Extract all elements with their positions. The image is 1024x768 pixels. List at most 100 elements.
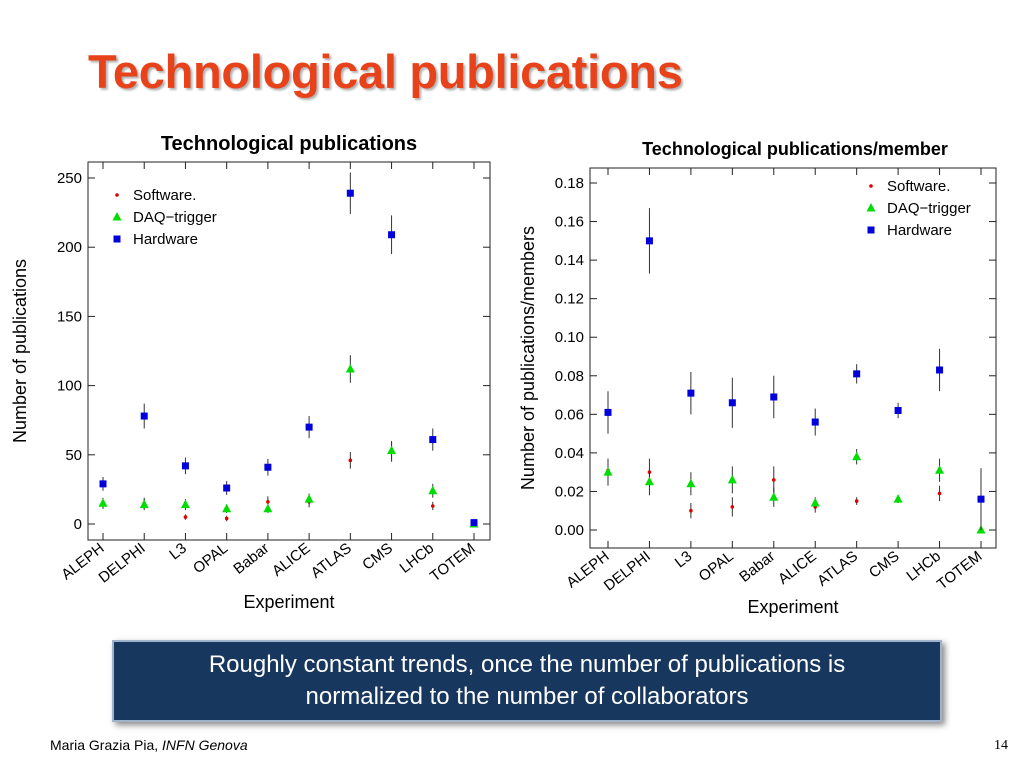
plot-frame — [589, 167, 997, 549]
y-tick-label: 0.14 — [555, 252, 584, 269]
footer-affiliation: INFN Genova — [162, 737, 248, 753]
x-tick-label: CMS — [359, 540, 396, 574]
legend-marker — [115, 193, 119, 197]
legend-marker — [867, 226, 875, 234]
data-point — [305, 423, 313, 431]
data-point — [181, 462, 189, 470]
footer-author: Maria Grazia Pia, — [50, 737, 159, 753]
data-point — [603, 467, 613, 476]
x-tick-label: CMS — [866, 548, 903, 582]
series-triangle — [603, 449, 986, 534]
y-tick-label: 0.06 — [555, 406, 584, 423]
summary-callout: Roughly constant trends, once the number… — [112, 640, 942, 722]
y-tick-label: 0.08 — [555, 368, 584, 385]
data-point — [686, 478, 696, 488]
data-point — [387, 445, 397, 455]
data-point — [140, 412, 148, 420]
y-tick-label: 50 — [65, 447, 82, 464]
y-axis-label: Number of publications/members — [518, 226, 538, 490]
data-point — [894, 406, 902, 414]
chart-2: Technological publications/member 0.00 0.0… — [518, 139, 997, 617]
x-tick-label: TOTEM — [934, 548, 986, 594]
data-point — [852, 451, 862, 461]
y-tick-label: 0.02 — [555, 483, 584, 500]
y-tick-label: 0 — [74, 516, 82, 533]
x-tick-label: Babar — [736, 548, 778, 586]
data-point — [139, 499, 149, 509]
data-point — [727, 474, 737, 484]
y-tick-label: 0.18 — [555, 175, 584, 192]
y-tick-label: 0.16 — [555, 214, 584, 231]
data-point — [854, 499, 859, 503]
chart-title: Technological publications — [161, 133, 417, 155]
legend-marker — [866, 203, 876, 212]
legend-label: Software. — [887, 178, 950, 195]
footer-credit: Maria Grazia Pia, INFN Genova — [50, 737, 248, 753]
y-tick-label: 200 — [57, 239, 82, 256]
legend-marker — [869, 184, 873, 188]
data-point — [604, 408, 612, 416]
data-point — [730, 505, 735, 509]
legend-label: DAQ−trigger — [133, 209, 217, 226]
x-tick-label: ATLAS — [814, 548, 861, 590]
x-tick-label: ALICE — [269, 540, 314, 580]
legend-label: Hardware — [887, 222, 952, 239]
data-point — [470, 519, 478, 527]
data-point — [937, 491, 942, 496]
data-point — [689, 508, 693, 513]
legend-marker — [113, 235, 121, 243]
data-point — [769, 492, 779, 501]
data-point — [264, 463, 272, 471]
data-point — [266, 500, 270, 504]
data-point — [935, 465, 945, 474]
data-point — [99, 480, 107, 488]
callout-line-1: Roughly constant trends, once the number… — [208, 651, 846, 678]
legend-marker — [112, 212, 122, 221]
legend-label: DAQ−trigger — [887, 200, 971, 217]
data-point — [98, 498, 108, 507]
y-tick-label: 0.04 — [555, 445, 584, 462]
y-axis-label: Number of publications — [10, 259, 30, 443]
data-point — [222, 503, 232, 513]
data-point — [430, 504, 435, 508]
callout-line-2: normalized to the number of collaborator… — [305, 683, 749, 710]
x-tick-label: ATLAS — [308, 540, 355, 582]
y-tick-label: 250 — [57, 170, 82, 187]
data-point — [223, 484, 231, 492]
data-point — [180, 499, 190, 509]
data-point — [183, 515, 188, 519]
y-tick-label: 0.00 — [555, 522, 584, 539]
series-triangle — [98, 355, 479, 528]
data-point — [263, 503, 273, 513]
data-point — [644, 476, 654, 486]
series-square — [99, 172, 478, 527]
x-tick-label: L3 — [166, 540, 190, 564]
data-point — [893, 494, 903, 503]
data-point — [346, 189, 354, 197]
data-point — [811, 418, 819, 426]
x-tick-label: ALICE — [775, 548, 820, 588]
charts-canvas: Technological publications 0 50 100 150 200 25… — [10, 133, 997, 617]
data-point — [810, 498, 820, 507]
plot-frame — [87, 161, 491, 541]
chart-title: Technological publications/member — [642, 139, 948, 159]
x-axis-label: Experiment — [747, 597, 838, 617]
data-point — [304, 494, 314, 503]
x-tick-label: Babar — [230, 540, 272, 578]
x-tick-label: OPAL — [190, 540, 231, 577]
data-point — [224, 516, 229, 521]
data-point — [388, 231, 396, 239]
y-tick-label: 150 — [57, 308, 82, 325]
legend-label: Software. — [133, 187, 196, 204]
data-point — [770, 393, 778, 401]
series-dot — [101, 442, 476, 526]
data-point — [728, 399, 736, 407]
data-point — [428, 485, 438, 495]
series-dot — [606, 458, 983, 530]
data-point — [348, 458, 353, 463]
data-point — [345, 363, 355, 373]
x-tick-label: OPAL — [696, 548, 737, 585]
x-axis-label: Experiment — [243, 592, 334, 612]
legend-label: Hardware — [133, 231, 198, 248]
x-tick-label: L3 — [672, 548, 696, 572]
